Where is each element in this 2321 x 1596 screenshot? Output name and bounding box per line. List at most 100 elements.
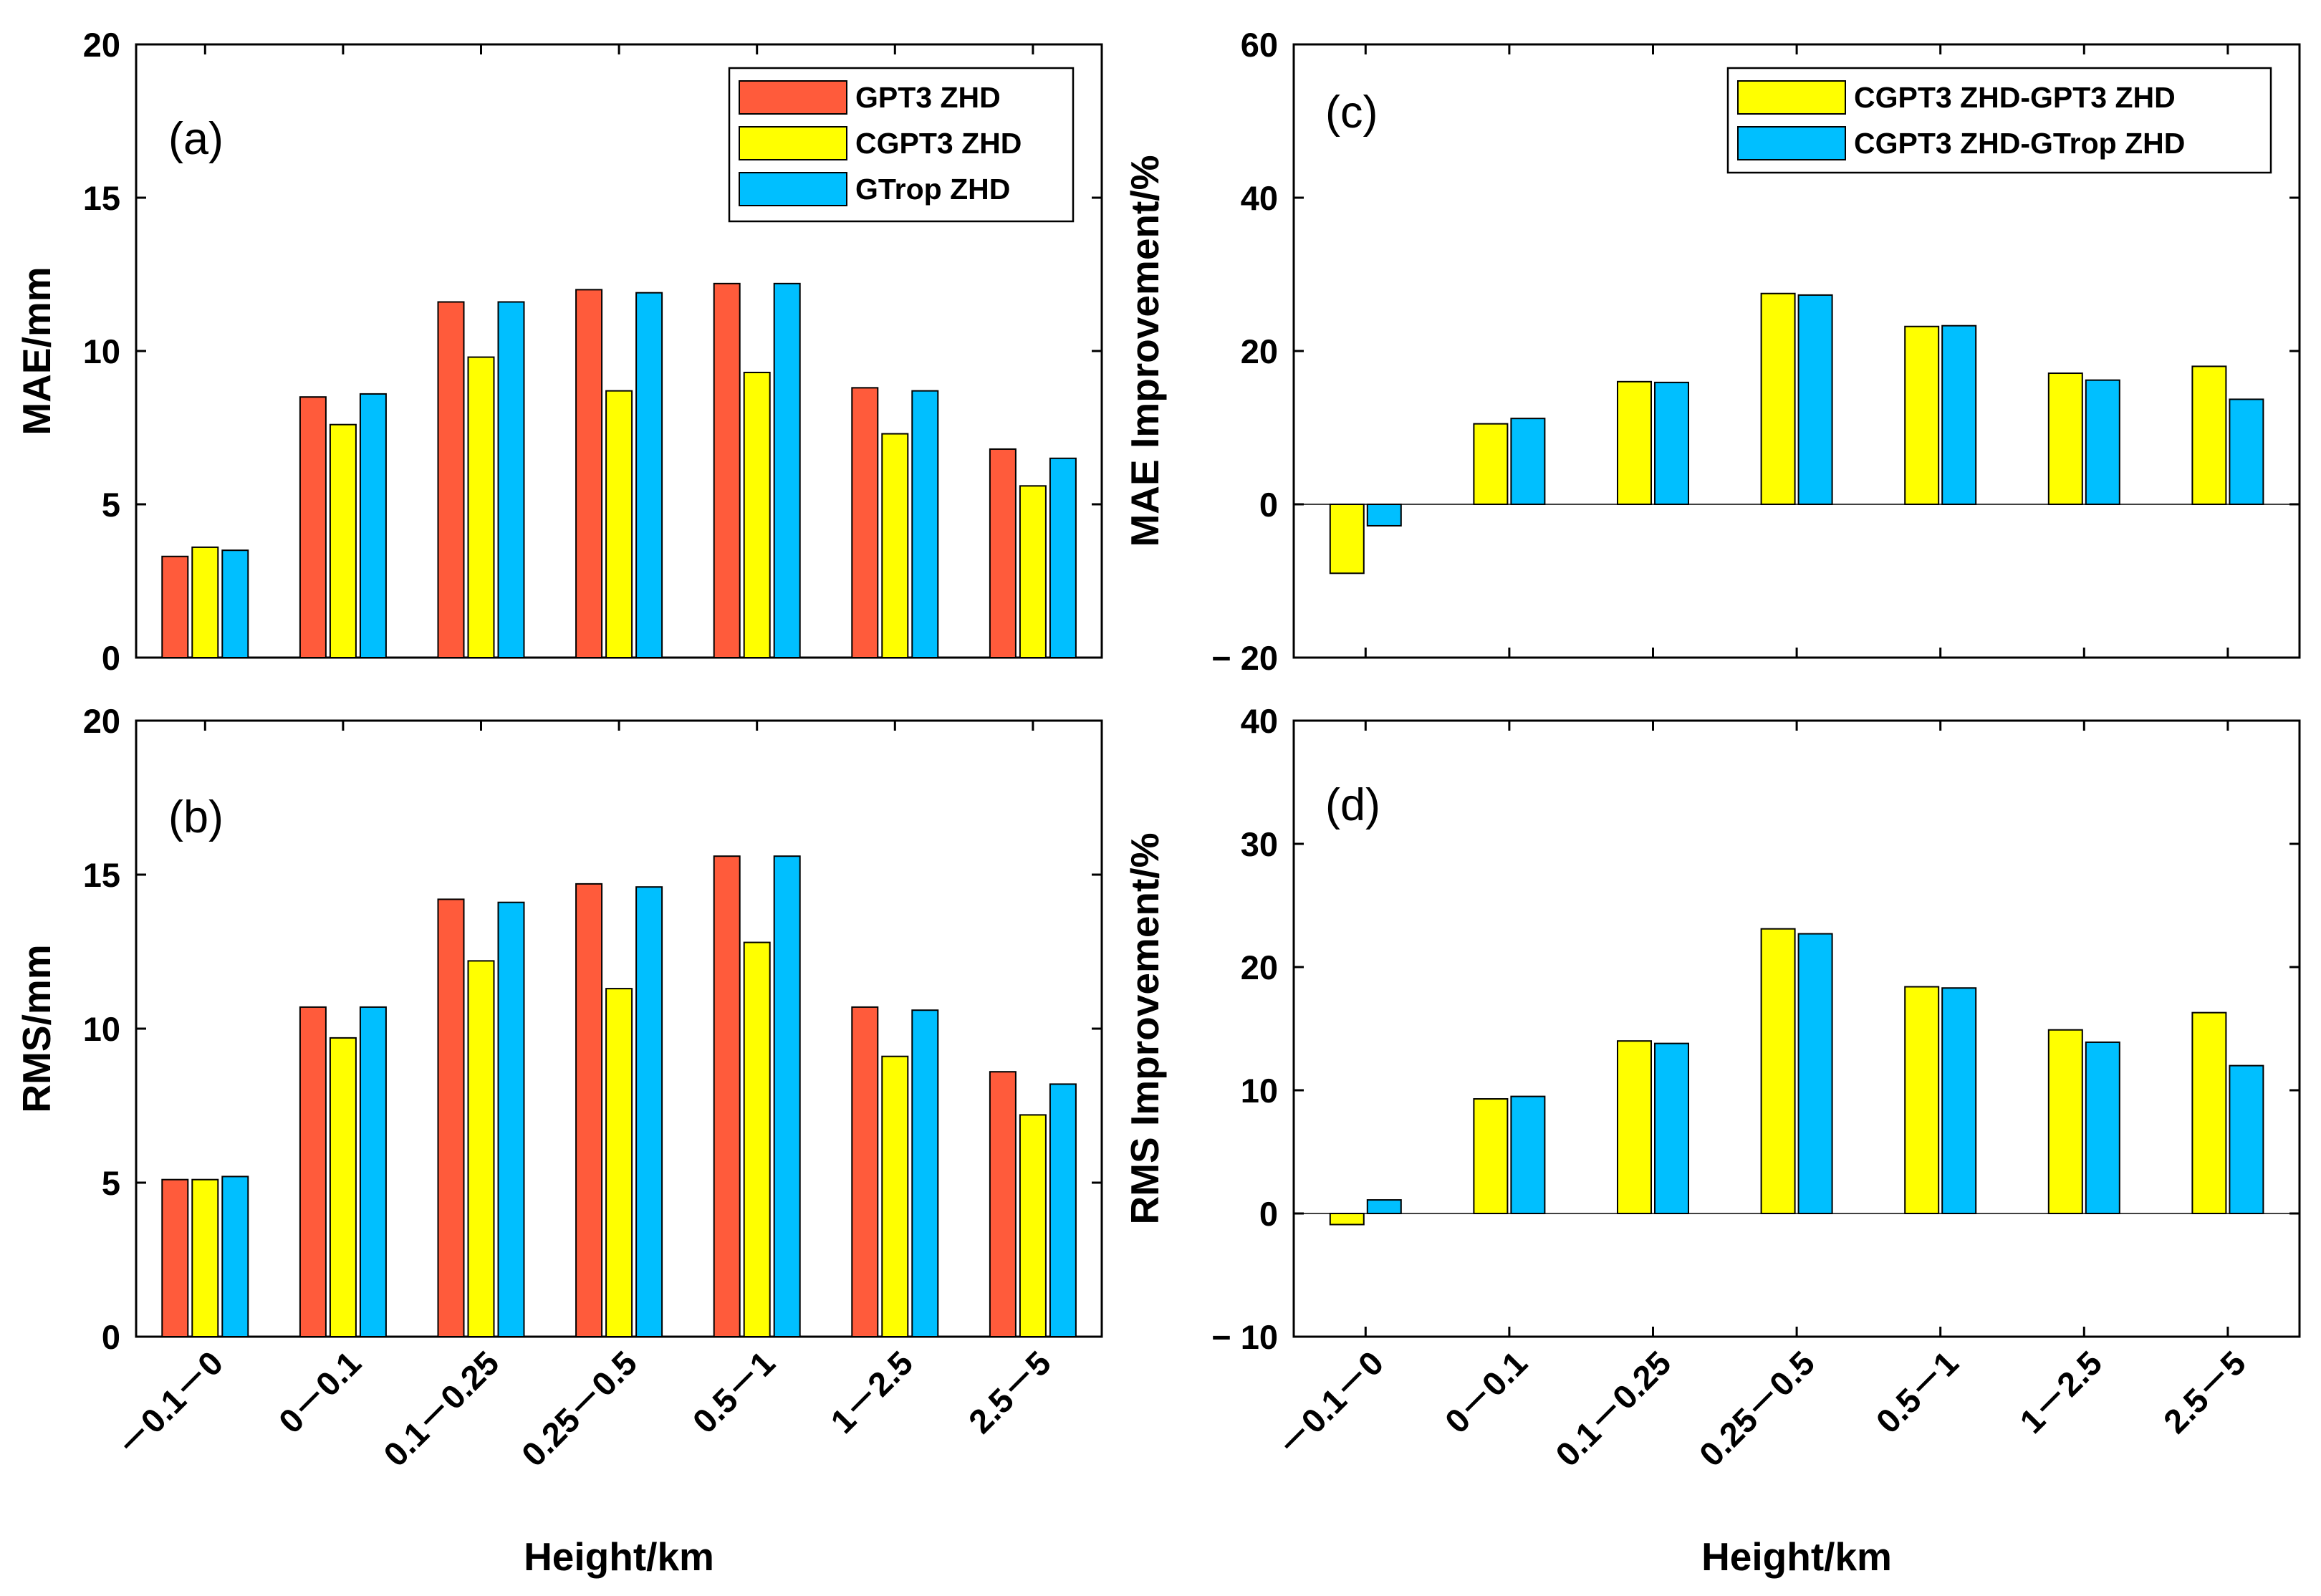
bar-a-gpt3-zhd-3: [575, 289, 603, 658]
bar-a-gpt3-zhd-1: [299, 396, 327, 658]
x-tick-label: 2.5－5: [961, 1344, 1058, 1441]
bar-b-cgpt3-zhd-5: [881, 1055, 909, 1337]
y-tick-label: 20: [83, 702, 120, 740]
bar-c-cgpt3-zhd-gpt3-zhd-1: [1473, 423, 1509, 506]
bar-b-gpt3-zhd-0: [161, 1178, 189, 1337]
y-tick-label: 5: [102, 486, 120, 524]
bar-b-gtrop-zhd-0: [221, 1176, 249, 1338]
legend: CGPT3 ZHD-GPT3 ZHD CGPT3 ZHD-GTrop ZHD: [1726, 67, 2272, 174]
bar-a-gtrop-zhd-1: [359, 393, 387, 658]
bar-a-cgpt3-zhd-4: [743, 371, 771, 659]
x-tick-label: 0.1－0.25: [376, 1344, 506, 1474]
panel-label: (d): [1325, 780, 1380, 830]
bar-c-cgpt3-zhd-gtrop-zhd-3: [1797, 294, 1833, 505]
x-tick-label: 2.5－5: [2156, 1344, 2253, 1441]
bar-b-gtrop-zhd-2: [497, 901, 525, 1337]
panel-c: − 20 0 20 40 60 (c) MAE Improvement/% CGPT3 ZHD…: [1123, 26, 2301, 677]
legend-label: CGPT3 ZHD: [855, 127, 1022, 160]
bar-b-gtrop-zhd-6: [1049, 1083, 1077, 1338]
y-tick-label: 15: [83, 179, 120, 217]
bar-d-cgpt3-zhd-gpt3-zhd-0: [1329, 1213, 1365, 1226]
bar-a-gpt3-zhd-0: [161, 555, 189, 659]
x-tick-label: 1－2.5: [2012, 1344, 2109, 1441]
legend-swatch: [739, 172, 847, 206]
bar-b-gpt3-zhd-6: [989, 1071, 1017, 1337]
bar-b-cgpt3-zhd-0: [191, 1178, 219, 1337]
panel-label: (c): [1325, 87, 1378, 138]
x-tick-label: －0.1－0: [110, 1344, 231, 1465]
legend-label: GPT3 ZHD: [855, 81, 1001, 114]
bar-d-cgpt3-zhd-gtrop-zhd-2: [1654, 1042, 1689, 1215]
panel-a: 0 5 10 15 20 (a) MAE/mm GPT3 ZHD CGPT3 ZHD GTrop …: [14, 26, 1103, 677]
bar-a-gtrop-zhd-3: [635, 292, 663, 658]
y-tick-label: 60: [1241, 26, 1278, 64]
bar-c-cgpt3-zhd-gtrop-zhd-2: [1654, 381, 1689, 505]
x-tick-label: 0－0.1: [271, 1344, 368, 1441]
bar-c-cgpt3-zhd-gtrop-zhd-6: [2229, 398, 2264, 505]
bar-a-gpt3-zhd-6: [989, 448, 1017, 659]
bar-b-cgpt3-zhd-6: [1019, 1114, 1047, 1338]
bar-d-cgpt3-zhd-gpt3-zhd-5: [2047, 1029, 2083, 1214]
legend-label: CGPT3 ZHD-GPT3 ZHD: [1854, 81, 2176, 114]
bar-b-cgpt3-zhd-2: [467, 960, 495, 1337]
bar-b-cgpt3-zhd-4: [743, 941, 771, 1337]
panel-label: (a): [168, 114, 224, 164]
y-tick-label: 0: [102, 1318, 120, 1356]
bar-a-cgpt3-zhd-0: [191, 546, 219, 658]
y-tick-label: − 10: [1211, 1318, 1278, 1356]
x-axis-label: Height/km: [1701, 1534, 1892, 1579]
bar-c-cgpt3-zhd-gtrop-zhd-1: [1510, 418, 1546, 505]
bar-d-cgpt3-zhd-gpt3-zhd-6: [2191, 1011, 2227, 1214]
legend-swatch: [739, 80, 847, 115]
legend-swatch: [1737, 80, 1846, 115]
bar-d-cgpt3-zhd-gtrop-zhd-6: [2229, 1064, 2264, 1214]
bar-c-cgpt3-zhd-gpt3-zhd-2: [1617, 380, 1652, 505]
bar-c-cgpt3-zhd-gpt3-zhd-4: [1904, 325, 1940, 506]
bar-a-gpt3-zhd-4: [713, 282, 741, 658]
y-tick-label: 15: [83, 856, 120, 894]
bar-b-cgpt3-zhd-3: [605, 988, 633, 1337]
bar-b-gpt3-zhd-3: [575, 883, 603, 1337]
legend-swatch: [739, 126, 847, 160]
bar-a-gpt3-zhd-2: [437, 301, 465, 658]
x-tick-label: 0.25－0.5: [1692, 1344, 1822, 1474]
y-tick-label: 5: [102, 1164, 120, 1202]
bar-a-gtrop-zhd-4: [773, 282, 801, 658]
bar-b-gpt3-zhd-5: [851, 1006, 879, 1338]
y-tick-label: 20: [1241, 948, 1278, 986]
y-tick-label: 10: [83, 332, 120, 370]
x-tick-label: 0－0.1: [1438, 1344, 1534, 1441]
y-tick-label: 10: [1241, 1072, 1278, 1110]
bar-a-cgpt3-zhd-3: [605, 390, 633, 658]
y-tick-label: 30: [1241, 825, 1278, 863]
plot-frame: [1292, 719, 2301, 1338]
bar-a-gpt3-zhd-5: [851, 387, 879, 658]
bar-c-cgpt3-zhd-gpt3-zhd-6: [2191, 365, 2227, 505]
bar-a-cgpt3-zhd-6: [1019, 485, 1047, 658]
x-axis-label: Height/km: [524, 1534, 714, 1579]
y-axis-label: MAE/mm: [14, 266, 59, 435]
bar-a-gtrop-zhd-5: [911, 390, 939, 658]
x-tick-label: 1－2.5: [823, 1344, 920, 1441]
x-tick-label: 0.25－0.5: [514, 1344, 645, 1474]
bar-c-cgpt3-zhd-gpt3-zhd-0: [1329, 504, 1365, 575]
bar-d-cgpt3-zhd-gtrop-zhd-5: [2085, 1041, 2120, 1215]
bar-a-cgpt3-zhd-1: [329, 423, 357, 658]
y-tick-label: 0: [1259, 1195, 1278, 1233]
panel-b: 0 5 10 15 20 －0.1－0 0－0.1 0.1－0.25 0.25－0.5 0.5－1…: [14, 702, 1103, 1579]
y-axis-label: RMS/mm: [14, 944, 59, 1112]
bar-d-cgpt3-zhd-gtrop-zhd-3: [1797, 933, 1833, 1215]
bar-d-cgpt3-zhd-gpt3-zhd-3: [1760, 928, 1796, 1215]
bar-c-cgpt3-zhd-gtrop-zhd-4: [1941, 325, 1977, 505]
bar-b-gtrop-zhd-4: [773, 855, 801, 1337]
bar-d-cgpt3-zhd-gtrop-zhd-1: [1510, 1095, 1546, 1214]
bar-b-gpt3-zhd-2: [437, 898, 465, 1337]
x-tick-label: 0.5－1: [1868, 1344, 1965, 1441]
bar-c-cgpt3-zhd-gtrop-zhd-0: [1366, 504, 1402, 527]
bar-d-cgpt3-zhd-gpt3-zhd-4: [1904, 986, 1940, 1215]
y-axis-label: MAE Improvement/%: [1123, 155, 1167, 547]
bar-a-gtrop-zhd-2: [497, 301, 525, 658]
y-axis-label: RMS Improvement/%: [1123, 832, 1167, 1224]
y-tick-label: 10: [83, 1010, 120, 1048]
